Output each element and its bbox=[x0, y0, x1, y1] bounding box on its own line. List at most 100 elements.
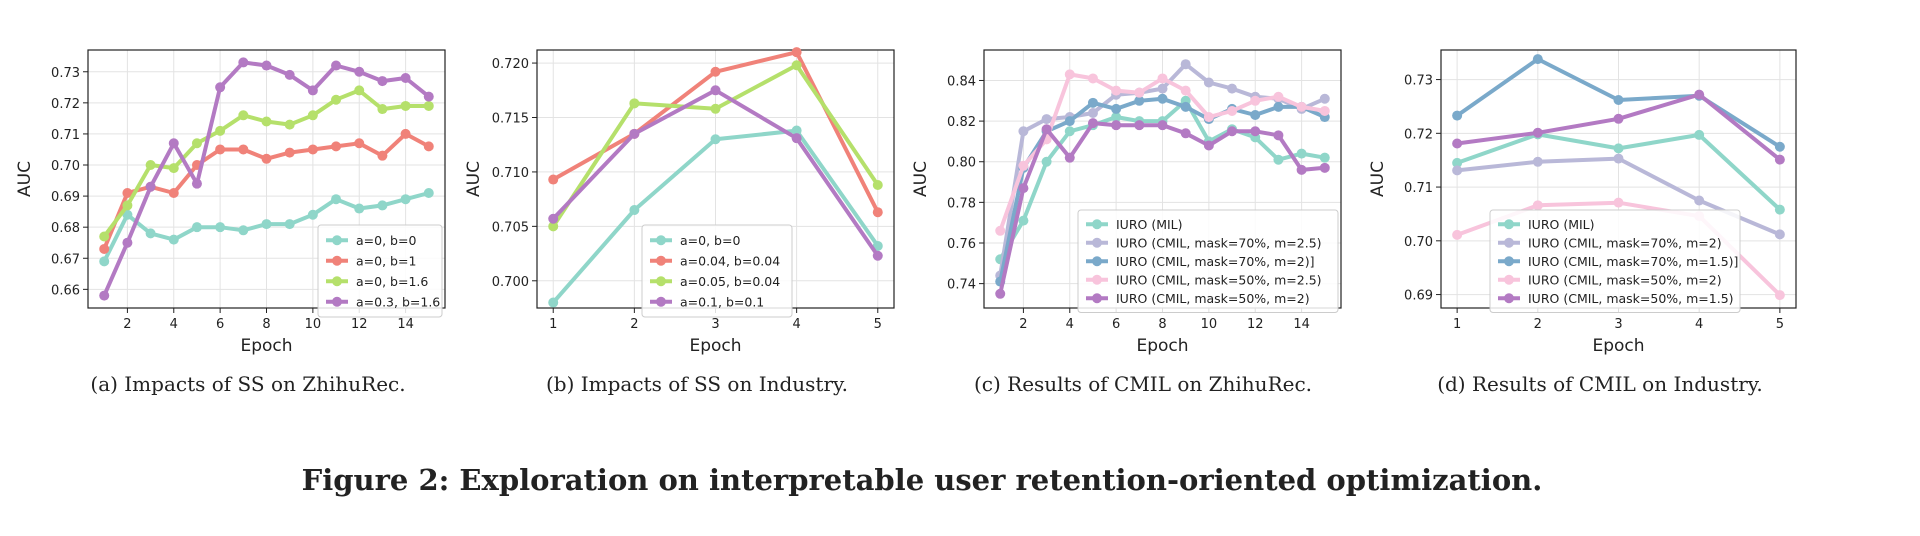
x-tick-label: 6 bbox=[1112, 317, 1120, 332]
x-tick-label: 2 bbox=[123, 317, 131, 332]
y-tick-label: 0.73 bbox=[51, 66, 80, 81]
data-point bbox=[331, 194, 342, 205]
data-point bbox=[1157, 120, 1168, 131]
data-point bbox=[629, 205, 640, 216]
data-point bbox=[1296, 101, 1307, 112]
legend-swatch-marker bbox=[1504, 256, 1514, 267]
y-tick-label: 0.80 bbox=[947, 156, 976, 171]
data-point bbox=[1134, 95, 1145, 106]
data-point bbox=[1774, 154, 1785, 165]
data-point bbox=[122, 209, 133, 220]
data-point bbox=[168, 138, 179, 149]
legend-swatch-marker bbox=[332, 235, 342, 246]
legend-label: a=0, b=0 bbox=[356, 233, 416, 248]
legend: a=0, b=0 a=0.04, b=0.04 a=0.05, b=0.04 a=0.… bbox=[641, 224, 793, 318]
legend-swatch-marker bbox=[656, 255, 666, 266]
y-tick-label: 0.72 bbox=[1404, 127, 1433, 142]
legend-label: a=0, b=0 bbox=[680, 233, 740, 248]
x-tick-label: 12 bbox=[1247, 317, 1264, 332]
data-point bbox=[191, 222, 202, 233]
data-point bbox=[710, 85, 721, 96]
legend-label: IURO (CMIL, mask=50%, m=1.5) bbox=[1528, 291, 1734, 306]
data-point bbox=[1613, 113, 1624, 124]
data-point bbox=[191, 138, 202, 149]
data-point bbox=[1532, 200, 1543, 211]
x-tick-label: 12 bbox=[351, 317, 368, 332]
y-tick-label: 0.74 bbox=[947, 278, 976, 293]
data-point bbox=[791, 60, 802, 71]
x-tick-label: 10 bbox=[1201, 317, 1218, 332]
data-point bbox=[215, 82, 226, 93]
data-point bbox=[1694, 195, 1705, 206]
y-tick-label: 0.72 bbox=[51, 97, 80, 112]
data-point bbox=[99, 243, 110, 254]
data-point bbox=[377, 150, 388, 161]
data-point bbox=[99, 290, 110, 301]
data-point bbox=[1319, 152, 1330, 163]
data-point bbox=[1227, 105, 1238, 116]
x-tick-label: 8 bbox=[1158, 317, 1166, 332]
data-point bbox=[1087, 107, 1098, 118]
legend-swatch-marker bbox=[1092, 237, 1102, 248]
legend-swatch-marker bbox=[1092, 293, 1102, 304]
data-point bbox=[1180, 128, 1191, 139]
data-point bbox=[1203, 140, 1214, 151]
data-point bbox=[1694, 129, 1705, 140]
legend-swatch-marker bbox=[1092, 219, 1102, 230]
data-point bbox=[872, 250, 883, 261]
caption-c: (c) Results of CMIL on ZhihuRec. bbox=[974, 372, 1312, 396]
x-tick-label: 1 bbox=[1453, 317, 1461, 332]
data-point bbox=[791, 133, 802, 144]
data-point bbox=[284, 119, 295, 130]
data-point bbox=[1774, 141, 1785, 152]
data-point bbox=[191, 178, 202, 189]
data-point bbox=[284, 219, 295, 230]
x-tick-label: 4 bbox=[1695, 317, 1703, 332]
data-point bbox=[423, 100, 434, 111]
data-point bbox=[1111, 120, 1122, 131]
data-point bbox=[168, 187, 179, 198]
data-point bbox=[710, 103, 721, 114]
legend-swatch-marker bbox=[332, 296, 342, 307]
x-tick-label: 4 bbox=[170, 317, 178, 332]
data-point bbox=[1111, 103, 1122, 114]
data-point bbox=[400, 72, 411, 83]
data-point bbox=[1064, 116, 1075, 127]
data-point bbox=[1064, 69, 1075, 80]
data-point bbox=[331, 141, 342, 152]
caption-b: (b) Impacts of SS on Industry. bbox=[546, 372, 848, 396]
legend-label: a=0.1, b=0.1 bbox=[680, 294, 764, 309]
data-point bbox=[423, 91, 434, 102]
data-point bbox=[1296, 164, 1307, 175]
y-axis-label: AUC bbox=[464, 161, 484, 197]
data-point bbox=[548, 213, 559, 224]
legend-label: a=0.04, b=0.04 bbox=[680, 253, 780, 268]
data-point bbox=[354, 85, 365, 96]
legend-label: a=0.05, b=0.04 bbox=[680, 274, 780, 289]
data-point bbox=[1774, 290, 1785, 301]
legend-swatch-marker bbox=[332, 255, 342, 266]
data-point bbox=[1111, 85, 1122, 96]
legend-swatch-marker bbox=[656, 276, 666, 287]
data-point bbox=[995, 288, 1006, 299]
legend-swatch-marker bbox=[332, 276, 342, 287]
legend-label: IURO (CMIL, mask=70%, m=2) bbox=[1528, 235, 1722, 250]
data-point bbox=[145, 181, 156, 192]
y-tick-label: 0.73 bbox=[1404, 74, 1433, 89]
legend-label: IURO (CMIL, mask=70%, m=2)] bbox=[1116, 254, 1314, 269]
data-point bbox=[377, 76, 388, 87]
data-point bbox=[872, 240, 883, 251]
data-point bbox=[1319, 93, 1330, 104]
data-point bbox=[238, 144, 249, 155]
x-tick-label: 4 bbox=[1066, 317, 1074, 332]
data-point bbox=[1203, 77, 1214, 88]
data-point bbox=[1203, 112, 1214, 123]
data-point bbox=[400, 194, 411, 205]
data-point bbox=[1250, 95, 1261, 106]
legend-box bbox=[1077, 209, 1339, 313]
data-point bbox=[791, 125, 802, 136]
x-tick-label: 3 bbox=[1614, 317, 1622, 332]
data-point bbox=[1018, 183, 1029, 194]
data-point bbox=[168, 234, 179, 245]
data-point bbox=[261, 60, 272, 71]
